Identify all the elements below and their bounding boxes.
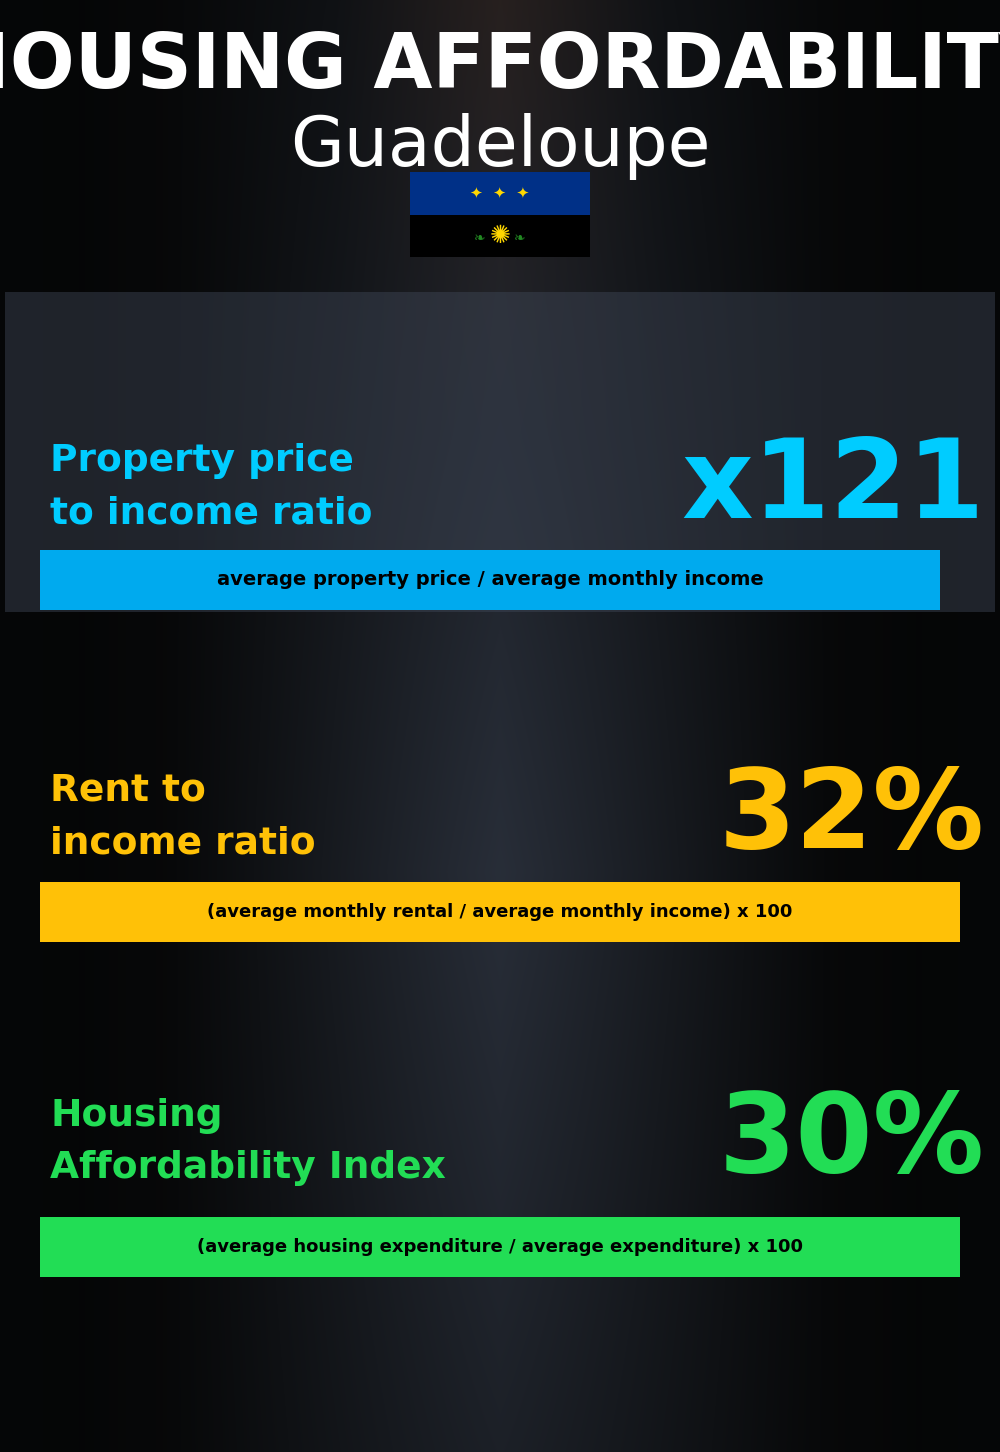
Text: (average housing expenditure / average expenditure) x 100: (average housing expenditure / average e… — [197, 1239, 803, 1256]
Text: Property price
to income ratio: Property price to income ratio — [50, 443, 372, 531]
FancyBboxPatch shape — [40, 550, 940, 610]
Text: ❧: ❧ — [514, 231, 526, 245]
FancyBboxPatch shape — [5, 292, 995, 611]
Text: HOUSING AFFORDABILITY: HOUSING AFFORDABILITY — [0, 30, 1000, 105]
Text: ❧: ❧ — [474, 231, 486, 245]
Text: Housing
Affordability Index: Housing Affordability Index — [50, 1098, 446, 1186]
Text: 30%: 30% — [719, 1089, 985, 1195]
Text: ✦  ✦  ✦: ✦ ✦ ✦ — [470, 186, 530, 200]
Text: 32%: 32% — [719, 764, 985, 871]
FancyBboxPatch shape — [410, 171, 590, 215]
Text: Rent to
income ratio: Rent to income ratio — [50, 772, 316, 861]
Text: average property price / average monthly income: average property price / average monthly… — [217, 571, 763, 590]
Text: (average monthly rental / average monthly income) x 100: (average monthly rental / average monthl… — [207, 903, 793, 921]
Text: x121: x121 — [682, 434, 985, 540]
Text: ✺: ✺ — [490, 224, 511, 248]
FancyBboxPatch shape — [40, 1217, 960, 1276]
Text: Guadeloupe: Guadeloupe — [290, 113, 710, 180]
FancyBboxPatch shape — [40, 881, 960, 942]
FancyBboxPatch shape — [410, 215, 590, 257]
